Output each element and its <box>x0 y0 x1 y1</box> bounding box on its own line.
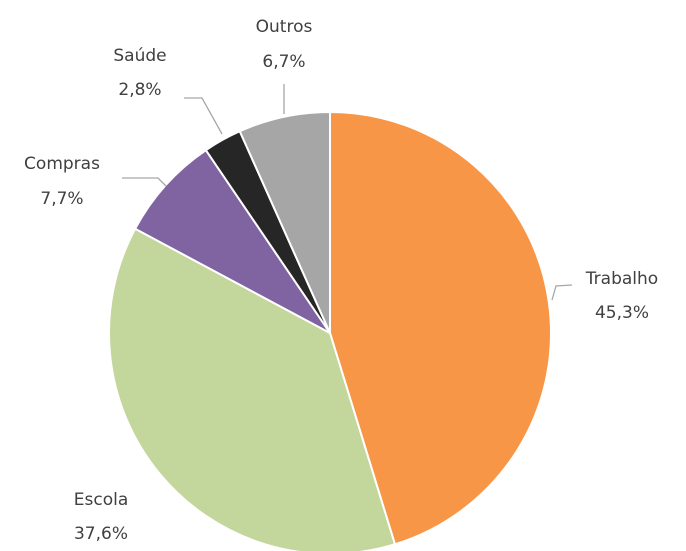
pie-slice <box>238 110 331 334</box>
leader-line <box>184 97 223 135</box>
value-label: 6,7% <box>262 52 305 72</box>
category-label: Trabalho <box>585 269 658 289</box>
value-label: 45,3% <box>595 303 649 323</box>
value-label: 2,8% <box>118 80 161 100</box>
leader-lines <box>122 84 573 301</box>
leader-line <box>551 284 573 301</box>
pie-slice <box>108 227 397 551</box>
pie-slice <box>329 110 552 546</box>
category-label: Outros <box>256 17 313 37</box>
category-label: Compras <box>24 154 100 174</box>
value-label: 37,6% <box>74 524 128 544</box>
category-label: Saúde <box>113 46 166 66</box>
leader-line <box>122 177 167 187</box>
category-label: Escola <box>74 490 129 510</box>
value-label: 7,7% <box>40 189 83 209</box>
